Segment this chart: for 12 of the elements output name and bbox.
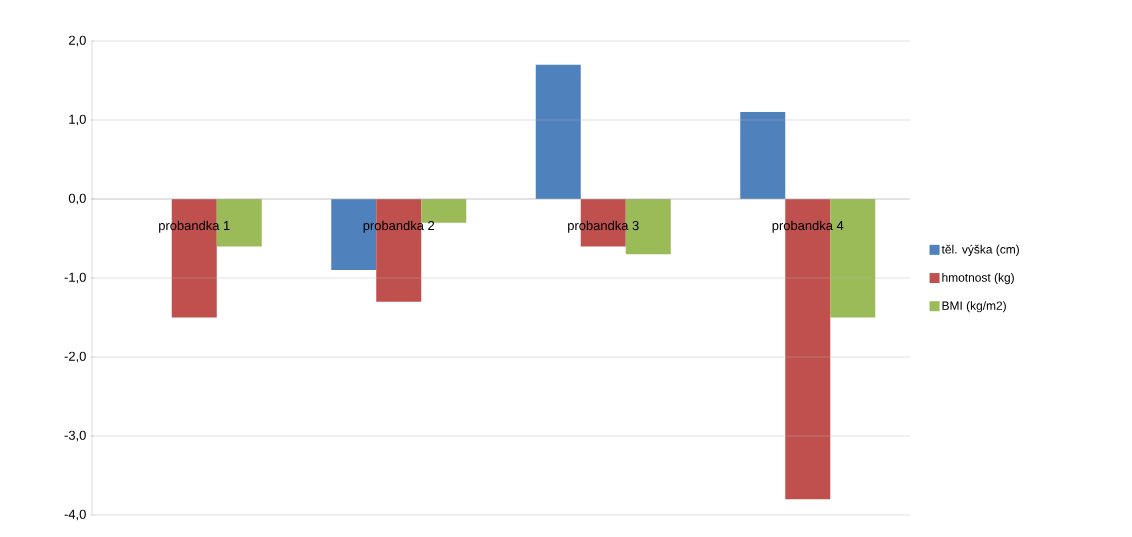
legend-label: těl. výška (cm) bbox=[941, 244, 1019, 256]
y-tick-label: 1,0 bbox=[69, 114, 86, 126]
y-tick-label: -4,0 bbox=[64, 509, 86, 521]
legend-label: BMI (kg/m2) bbox=[942, 301, 1006, 313]
legend-label: hmotnost (kg) bbox=[942, 273, 1014, 285]
y-tick-label: -3,0 bbox=[64, 430, 86, 442]
y-tick-label: 2,0 bbox=[69, 35, 86, 47]
y-tick-label: 0,0 bbox=[68, 193, 86, 205]
bar bbox=[535, 64, 581, 199]
bar bbox=[740, 112, 786, 199]
y-tick-label: -1,0 bbox=[64, 272, 86, 284]
y-tick-label: -2,0 bbox=[64, 351, 86, 363]
